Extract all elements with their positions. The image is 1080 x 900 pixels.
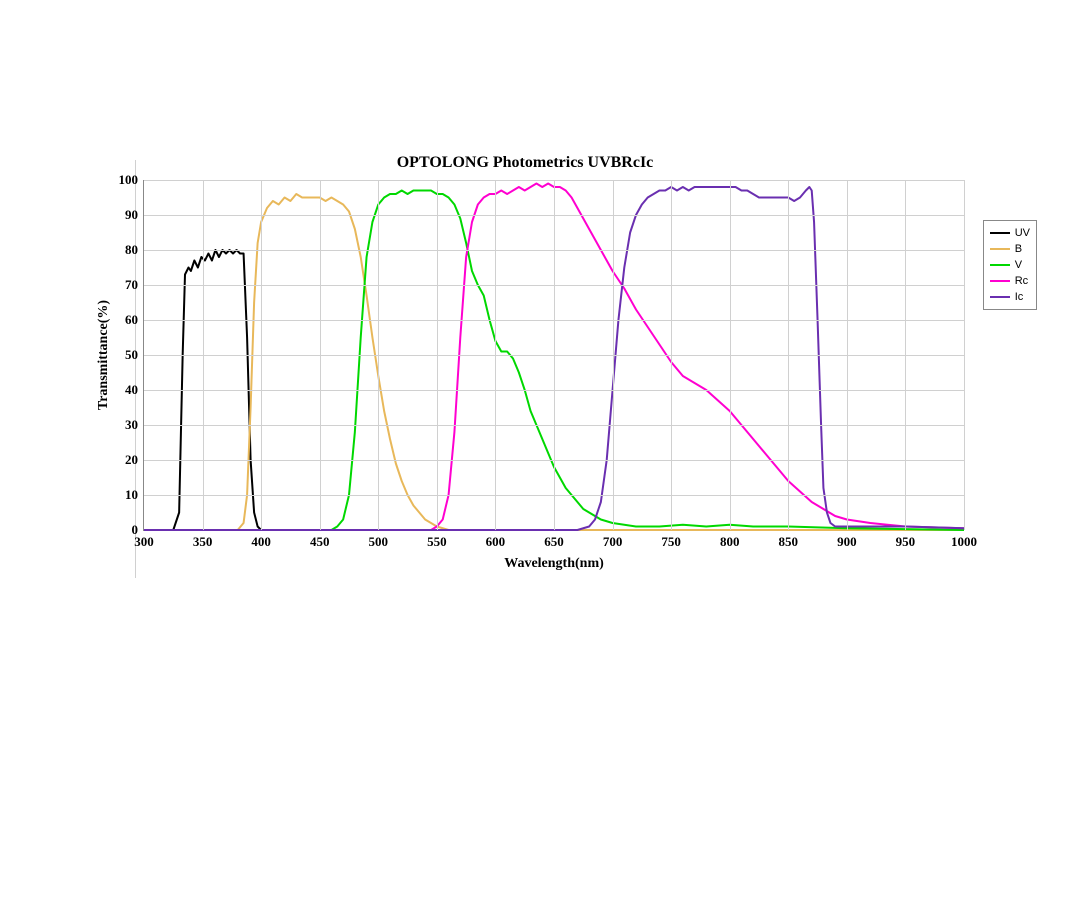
legend-item-B: B xyxy=(990,241,1030,257)
ytick-label: 90 xyxy=(125,207,144,223)
gridline-v xyxy=(847,180,848,530)
transmittance-chart: OPTOLONG Photometrics UVBRcIc Transmitta… xyxy=(85,180,1025,580)
legend-swatch xyxy=(990,296,1010,298)
legend-label: Rc xyxy=(1015,275,1028,287)
legend-label: B xyxy=(1015,243,1022,255)
ytick-label: 20 xyxy=(125,452,144,468)
gridline-v xyxy=(437,180,438,530)
ytick-label: 60 xyxy=(125,312,144,328)
gridline-v xyxy=(613,180,614,530)
gridline-v xyxy=(905,180,906,530)
xtick-label: 600 xyxy=(486,530,506,550)
gridline-v xyxy=(320,180,321,530)
ytick-label: 40 xyxy=(125,382,144,398)
legend-swatch xyxy=(990,264,1010,266)
gridline-v xyxy=(964,180,965,530)
ytick-label: 10 xyxy=(125,487,144,503)
legend-item-UV: UV xyxy=(990,225,1030,241)
gridline-v xyxy=(671,180,672,530)
legend: UV BV Rc Ic xyxy=(983,220,1037,310)
xtick-label: 300 xyxy=(134,530,154,550)
gridline-v xyxy=(203,180,204,530)
legend-item-Ic: Ic xyxy=(990,289,1030,305)
ytick-label: 100 xyxy=(119,172,145,188)
xtick-label: 950 xyxy=(896,530,916,550)
gridline-v xyxy=(378,180,379,530)
legend-swatch xyxy=(990,248,1010,250)
xtick-label: 850 xyxy=(779,530,799,550)
chart-title: OPTOLONG Photometrics UVBRcIc xyxy=(85,154,965,172)
legend-swatch xyxy=(990,280,1010,282)
ytick-label: 50 xyxy=(125,347,144,363)
legend-label: UV xyxy=(1015,227,1030,239)
xtick-label: 1000 xyxy=(951,530,977,550)
x-axis-label: Wavelength(nm) xyxy=(504,556,604,572)
xtick-label: 650 xyxy=(544,530,564,550)
xtick-label: 700 xyxy=(603,530,623,550)
legend-label: Ic xyxy=(1015,291,1024,303)
xtick-label: 900 xyxy=(837,530,857,550)
legend-label: V xyxy=(1015,259,1022,271)
xtick-label: 350 xyxy=(193,530,213,550)
gridline-v xyxy=(261,180,262,530)
gridline-v xyxy=(788,180,789,530)
plot-area: Transmittance(%) Wavelength(nm) 01020304… xyxy=(143,180,964,531)
y-axis-label: Transmittance(%) xyxy=(96,300,112,410)
legend-swatch xyxy=(990,232,1010,234)
ytick-label: 70 xyxy=(125,277,144,293)
xtick-label: 550 xyxy=(427,530,447,550)
xtick-label: 750 xyxy=(661,530,681,550)
ytick-label: 80 xyxy=(125,242,144,258)
xtick-label: 400 xyxy=(251,530,271,550)
gridline-v xyxy=(495,180,496,530)
xtick-label: 450 xyxy=(310,530,330,550)
legend-item-V: V xyxy=(990,257,1030,273)
ytick-label: 30 xyxy=(125,417,144,433)
xtick-label: 800 xyxy=(720,530,740,550)
legend-item-Rc: Rc xyxy=(990,273,1030,289)
gridline-v xyxy=(554,180,555,530)
xtick-label: 500 xyxy=(369,530,389,550)
gridline-v xyxy=(730,180,731,530)
